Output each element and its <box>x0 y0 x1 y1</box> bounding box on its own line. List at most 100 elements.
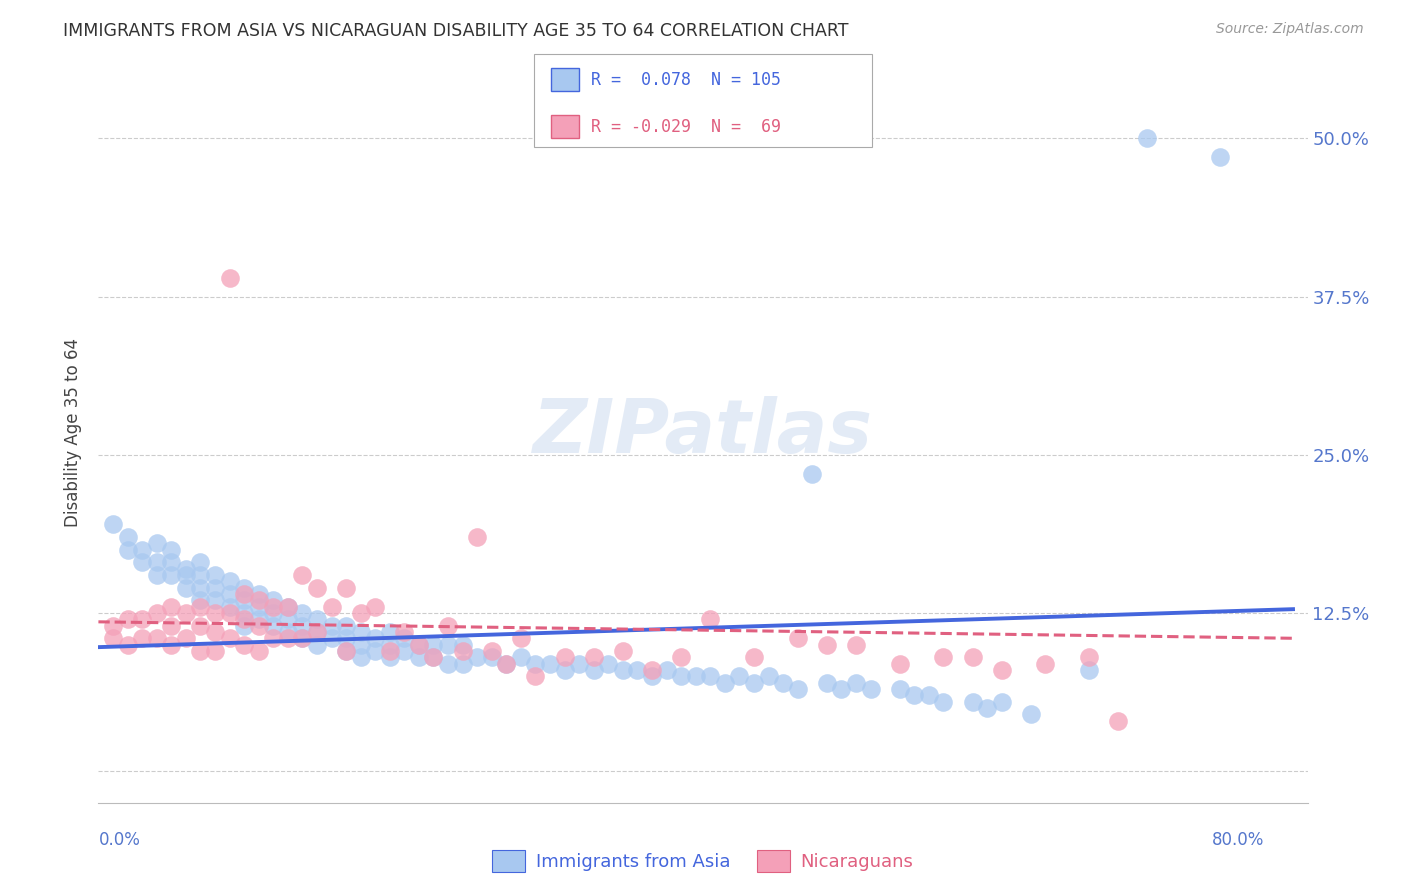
Point <box>481 644 503 658</box>
Point <box>554 663 576 677</box>
Point <box>335 581 357 595</box>
Text: R = -0.029  N =  69: R = -0.029 N = 69 <box>591 118 780 136</box>
Point <box>509 632 531 646</box>
Point <box>350 638 373 652</box>
Point <box>1078 650 1101 665</box>
Point <box>451 644 474 658</box>
Point <box>145 606 167 620</box>
Point <box>160 599 183 614</box>
Point <box>728 669 751 683</box>
Point <box>247 587 270 601</box>
Point <box>598 657 620 671</box>
Point <box>174 632 197 646</box>
Point <box>145 568 167 582</box>
Point <box>190 599 212 614</box>
Point <box>889 681 911 696</box>
Point <box>204 581 226 595</box>
Point <box>145 632 167 646</box>
Point <box>437 638 460 652</box>
Point <box>218 632 240 646</box>
Point <box>364 599 387 614</box>
Point <box>262 606 284 620</box>
Point <box>465 650 488 665</box>
Point <box>1107 714 1129 728</box>
Point <box>335 632 357 646</box>
Point <box>918 688 941 702</box>
Point <box>350 650 373 665</box>
Point <box>305 638 328 652</box>
Point <box>190 555 212 569</box>
Point <box>305 581 328 595</box>
Point <box>422 638 444 652</box>
Point <box>218 606 240 620</box>
Point <box>612 644 634 658</box>
Point <box>291 632 314 646</box>
Point <box>190 644 212 658</box>
Point <box>554 650 576 665</box>
Point <box>786 632 808 646</box>
Point <box>758 669 780 683</box>
Point <box>174 581 197 595</box>
Point <box>190 618 212 632</box>
Point <box>101 517 124 532</box>
Point <box>291 568 314 582</box>
Point <box>291 606 314 620</box>
Point <box>218 270 240 285</box>
Point <box>932 650 955 665</box>
Point <box>262 618 284 632</box>
Point <box>990 694 1012 708</box>
Point <box>117 542 139 557</box>
Point <box>190 581 212 595</box>
Point <box>742 650 765 665</box>
Point <box>641 663 664 677</box>
Point <box>524 657 547 671</box>
Point <box>815 638 838 652</box>
Point <box>582 663 605 677</box>
Point <box>903 688 925 702</box>
Point <box>437 618 460 632</box>
Point <box>699 612 721 626</box>
Point <box>408 638 430 652</box>
Point <box>815 675 838 690</box>
Text: IMMIGRANTS FROM ASIA VS NICARAGUAN DISABILITY AGE 35 TO 64 CORRELATION CHART: IMMIGRANTS FROM ASIA VS NICARAGUAN DISAB… <box>63 22 849 40</box>
Point <box>976 701 998 715</box>
Point <box>422 650 444 665</box>
Point <box>408 638 430 652</box>
Point <box>204 568 226 582</box>
Point <box>145 555 167 569</box>
Point <box>714 675 737 690</box>
Point <box>247 599 270 614</box>
Point <box>582 650 605 665</box>
Point <box>786 681 808 696</box>
Text: R =  0.078  N = 105: R = 0.078 N = 105 <box>591 70 780 88</box>
Point <box>1078 663 1101 677</box>
Point <box>626 663 648 677</box>
Point <box>218 587 240 601</box>
Point <box>160 542 183 557</box>
Point <box>350 606 373 620</box>
Point <box>233 638 256 652</box>
Text: 0.0%: 0.0% <box>98 831 141 849</box>
Point <box>378 644 401 658</box>
Point <box>218 599 240 614</box>
Point <box>641 669 664 683</box>
Point <box>1136 131 1159 145</box>
Point <box>990 663 1012 677</box>
Point <box>321 632 343 646</box>
Point <box>422 650 444 665</box>
Point <box>685 669 707 683</box>
Point <box>321 599 343 614</box>
Point <box>335 644 357 658</box>
Text: 80.0%: 80.0% <box>1212 831 1264 849</box>
Point <box>117 530 139 544</box>
Point <box>145 536 167 550</box>
Point <box>131 555 153 569</box>
Point <box>437 657 460 671</box>
Point <box>218 574 240 589</box>
Point <box>291 618 314 632</box>
Point <box>233 581 256 595</box>
Point <box>204 624 226 639</box>
Point <box>117 638 139 652</box>
Point <box>131 632 153 646</box>
Point <box>131 612 153 626</box>
